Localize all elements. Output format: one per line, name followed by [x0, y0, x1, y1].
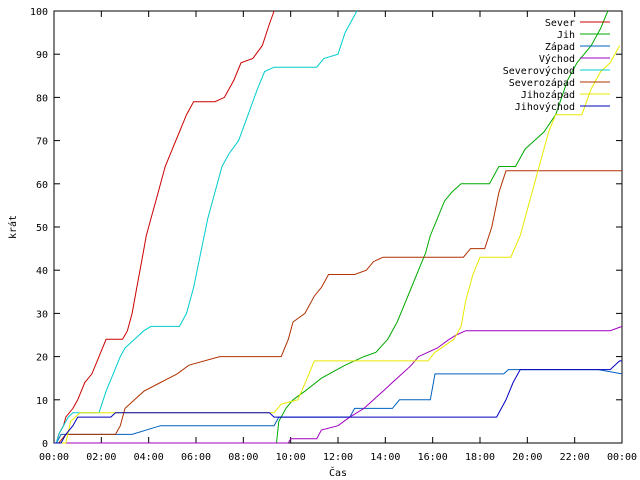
y-tick-label: 100 [30, 7, 48, 18]
series-line-7 [54, 360, 622, 444]
x-tick-label: 12:00 [323, 452, 353, 463]
x-tick-label: 00:00 [607, 452, 637, 463]
x-axis: 00:00 02:00 04:00 06:00 08:00 10:00 12:00 14:00… [39, 11, 637, 463]
x-tick-label: 20:00 [512, 452, 542, 463]
y-axis: 0 10 20 30 40 50 60 70 80 90 100 [30, 7, 622, 450]
legend-label: Východ [539, 53, 575, 65]
series-line-2 [54, 369, 623, 444]
legend-label: Jihovýchod [515, 101, 575, 113]
series-line-0 [54, 10, 275, 444]
y-tick-label: 70 [36, 137, 48, 148]
y-tick-label: 10 [36, 396, 48, 407]
legend-label: Severozápad [509, 77, 575, 89]
series-line-6 [54, 45, 621, 444]
x-tick-label: 02:00 [86, 452, 116, 463]
y-tick-label: 80 [36, 93, 48, 104]
y-tick-label: 90 [36, 50, 48, 61]
x-tick-label: 18:00 [465, 452, 495, 463]
y-tick-label: 60 [36, 180, 48, 191]
x-tick-label: 16:00 [418, 452, 448, 463]
y-tick-label: 40 [36, 266, 48, 277]
legend-label: Jih [557, 30, 575, 41]
series-line-5 [54, 170, 622, 444]
y-tick-label: 50 [36, 223, 48, 234]
y-tick-label: 30 [36, 309, 48, 320]
legend: SeverJihZápadVýchodSeverovýchodSeverozáp… [503, 18, 610, 113]
x-tick-label: 10:00 [276, 452, 306, 463]
x-tick-label: 14:00 [370, 452, 400, 463]
series-line-3 [54, 325, 623, 444]
legend-label: Sever [545, 18, 575, 29]
series-line-1 [54, 10, 609, 444]
series-line-4 [54, 10, 358, 444]
x-axis-label: Čas [329, 466, 347, 479]
legend-label: Severovýchod [503, 65, 575, 77]
y-axis-label: krát [7, 215, 19, 239]
series-layer [54, 10, 623, 444]
legend-label: Západ [545, 41, 575, 53]
x-tick-label: 00:00 [39, 452, 69, 463]
y-tick-label: 20 [36, 353, 48, 364]
x-tick-label: 22:00 [560, 452, 590, 463]
x-tick-label: 04:00 [134, 452, 164, 463]
x-tick-label: 08:00 [228, 452, 258, 463]
y-tick-label: 0 [42, 439, 48, 450]
x-tick-label: 06:00 [181, 452, 211, 463]
legend-label: Jihozápad [521, 89, 575, 101]
